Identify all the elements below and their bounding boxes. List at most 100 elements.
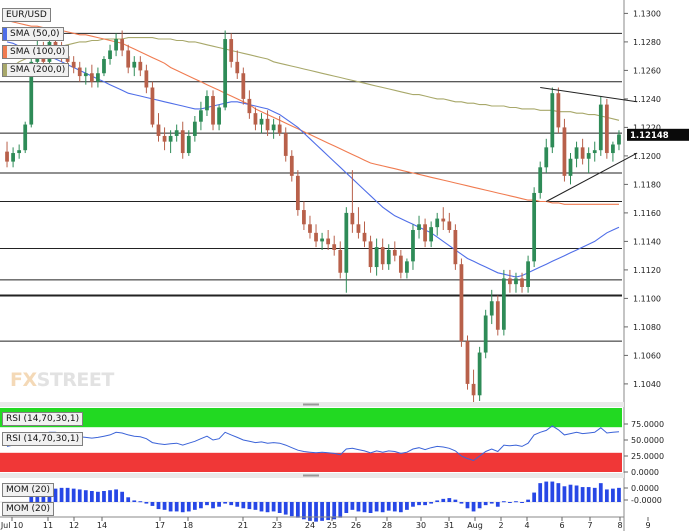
mom-bar <box>598 483 603 502</box>
mom-label-top[interactable]: MOM (20) <box>2 483 54 497</box>
mom-bar <box>477 502 482 509</box>
candle-body <box>465 341 470 384</box>
mom-bar <box>83 490 88 502</box>
mom-bar <box>562 486 567 502</box>
price-tick-label: 1.1280 <box>633 38 661 47</box>
mom-bar <box>217 502 221 507</box>
candle-body <box>544 147 549 168</box>
sma200-label[interactable]: SMA (200,0) <box>2 63 70 77</box>
candle-body <box>483 315 488 353</box>
time-tick-label: 25 <box>327 521 337 530</box>
candle-body <box>180 130 185 154</box>
candle-body <box>156 124 161 136</box>
mom-bar <box>71 488 76 502</box>
candle-body <box>611 144 615 154</box>
candle-body <box>23 124 28 151</box>
candle-body <box>580 147 585 159</box>
mom-bar <box>435 500 440 502</box>
candle-body <box>405 261 409 273</box>
candle-body <box>314 232 318 242</box>
mom-bar <box>447 498 452 502</box>
moving-averages <box>6 19 620 278</box>
splitter-grip-icon <box>303 474 319 477</box>
mom-bar <box>574 485 579 502</box>
price-tick-label: 1.1120 <box>633 266 661 275</box>
time-tick-label: 30 <box>416 521 426 530</box>
candle-body <box>417 224 421 230</box>
price-tick-label: 1.1040 <box>633 380 661 389</box>
time-tick-label: 2 <box>498 521 503 530</box>
mom-bar <box>199 502 203 509</box>
mom-tick-label: 0.0000 <box>631 484 659 493</box>
mom-bar <box>532 492 537 502</box>
support-resistance-levels <box>0 32 622 342</box>
mom-bar <box>495 502 500 507</box>
mom-bar <box>429 502 434 504</box>
mom-bar <box>120 491 125 502</box>
time-tick-label: 6 <box>559 521 564 530</box>
sma100-label[interactable]: SMA (100,0) <box>2 45 70 59</box>
mom-bar <box>604 489 609 502</box>
candle-body <box>102 59 106 74</box>
rsi-label-top[interactable]: RSI (14,70,30,1) <box>2 412 84 426</box>
mom-bar <box>138 501 143 503</box>
candle-body <box>186 135 191 154</box>
mom-bar <box>508 502 512 503</box>
candle-body <box>326 238 331 245</box>
candle-body <box>253 113 258 125</box>
mom-bar <box>211 502 215 509</box>
candle-body <box>308 224 312 233</box>
candle-body <box>217 107 221 125</box>
mom-bar <box>35 492 40 502</box>
candle-body <box>562 127 567 176</box>
mom-bar <box>514 501 518 503</box>
candle-body <box>144 70 149 88</box>
panel-splitters[interactable] <box>0 402 624 478</box>
sma100-line <box>6 19 619 205</box>
candle-body <box>501 278 506 330</box>
splitter-grip-icon <box>303 403 319 406</box>
candle-body <box>168 135 173 142</box>
mom-label-bottom[interactable]: MOM (20) <box>2 502 54 516</box>
candle-body <box>392 249 397 256</box>
time-tick-label: 14 <box>97 521 107 530</box>
rsi-label-line[interactable]: RSI (14,70,30,1) <box>2 432 84 446</box>
sma50-label[interactable]: SMA (50,0) <box>2 27 64 41</box>
price-tick-label: 1.1140 <box>633 237 661 246</box>
mom-bar <box>265 502 270 513</box>
candle-body <box>199 110 203 122</box>
last-price-text: 1.12148 <box>630 131 669 141</box>
candle-body <box>126 50 131 68</box>
candle-body <box>5 151 9 162</box>
mom-bar <box>520 502 524 503</box>
candle-body <box>89 73 94 82</box>
candle-body <box>77 67 82 77</box>
mom-bar <box>398 502 403 513</box>
mom-bar <box>350 502 355 510</box>
candle-body <box>459 264 464 342</box>
mom-bar <box>550 481 555 502</box>
candle-body <box>259 118 264 125</box>
candle-body <box>162 135 167 142</box>
candle-body <box>235 61 240 74</box>
rsi-oversold-zone <box>0 452 622 472</box>
trendlines <box>540 87 638 202</box>
mom-bar <box>453 499 458 502</box>
mom-bar <box>295 502 300 518</box>
candle-body <box>489 301 494 316</box>
symbol-label: EUR/USD <box>2 8 51 22</box>
sma50-line <box>6 41 620 278</box>
price-tick-label: 1.1160 <box>633 209 661 218</box>
rsi-tick-label: 75.0000 <box>631 420 664 429</box>
mom-bar <box>102 491 106 502</box>
fxstreet-logo: FXSTREET <box>10 369 114 391</box>
mom-bar <box>308 502 312 521</box>
candle-body <box>241 73 246 99</box>
mom-bar <box>501 501 506 503</box>
candle-body <box>96 73 100 82</box>
mom-bar <box>556 483 561 502</box>
candle-body <box>229 39 234 62</box>
candle-body <box>435 218 440 228</box>
mom-bar <box>580 487 585 502</box>
candle-body <box>368 241 373 268</box>
